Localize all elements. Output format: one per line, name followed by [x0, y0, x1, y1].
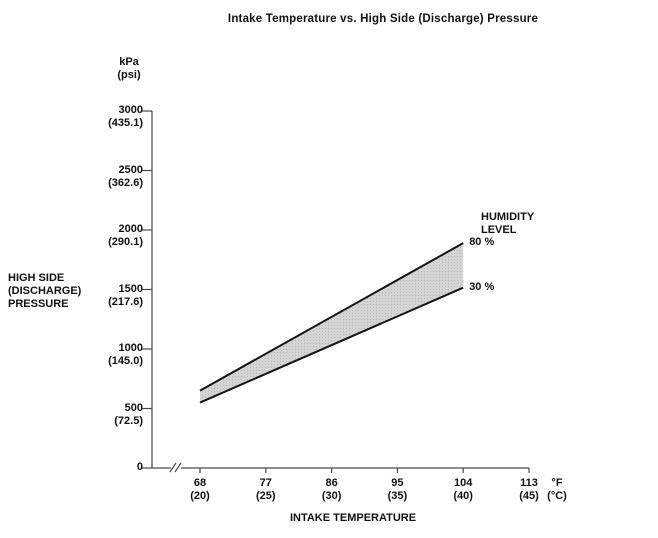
y-tick-label: 1500 (217.6) — [108, 282, 143, 308]
x-tick-label: 77 (25) — [256, 477, 276, 502]
axis-break-gap — [171, 466, 181, 470]
x-tick-label: 68 (20) — [190, 477, 210, 502]
axis-break-icon — [169, 462, 177, 473]
series-label-30-percent: 30 % — [469, 280, 495, 293]
x-tick-label: 95 (35) — [387, 477, 408, 502]
y-tick-label: 2500 (362.6) — [108, 163, 143, 189]
y-tick-label: 2000 (290.1) — [108, 223, 143, 248]
x-tick-label: 86 (30) — [321, 477, 342, 502]
y-tick-label: 3000 (435.1) — [108, 104, 143, 129]
series-label-80-percent: 80 % — [469, 236, 495, 249]
chart-title: Intake Temperature vs. High Side (Discha… — [227, 13, 539, 25]
y-tick-label: 1000 (145.0) — [108, 342, 143, 367]
x-axis-title: INTAKE TEMPERATURE — [289, 512, 417, 524]
y-tick-label: 0 — [136, 461, 143, 473]
series-line-80pct — [199, 242, 464, 392]
y-axis-title: HIGH SIDE (DISCHARGE) PRESSURE — [8, 272, 82, 310]
series-line-30pct — [199, 286, 464, 404]
x-axis-unit-label: °F (°C) — [547, 477, 567, 502]
legend-title: HUMIDITY LEVEL — [481, 211, 535, 236]
y-axis-unit-label: kPa (psi) — [117, 56, 141, 81]
axis-break-icon — [174, 462, 182, 473]
x-tick-label: 113 (45) — [519, 477, 539, 502]
y-tick-label: 500 (72.5) — [114, 401, 143, 427]
humidity-band — [200, 243, 464, 403]
x-tick-label: 104 (40) — [453, 477, 473, 502]
